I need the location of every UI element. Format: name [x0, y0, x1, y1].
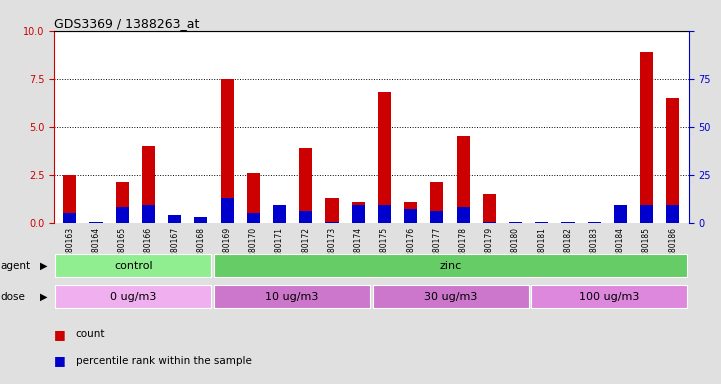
Bar: [640, 205, 653, 223]
Bar: [221, 198, 234, 223]
Text: ▶: ▶: [40, 291, 47, 302]
Bar: [195, 222, 208, 223]
Bar: [509, 222, 522, 223]
Bar: [299, 211, 312, 223]
Text: 100 ug/m3: 100 ug/m3: [579, 291, 640, 302]
Bar: [614, 205, 627, 223]
Bar: [214, 255, 687, 277]
Bar: [666, 205, 679, 223]
Text: zinc: zinc: [440, 261, 461, 271]
Bar: [430, 211, 443, 223]
Bar: [535, 222, 548, 223]
Bar: [404, 209, 417, 223]
Bar: [562, 222, 575, 223]
Bar: [56, 285, 211, 308]
Text: control: control: [114, 261, 153, 271]
Text: ▶: ▶: [40, 261, 47, 271]
Text: 0 ug/m3: 0 ug/m3: [110, 291, 156, 302]
Text: 30 ug/m3: 30 ug/m3: [424, 291, 477, 302]
Text: percentile rank within the sample: percentile rank within the sample: [76, 356, 252, 366]
Bar: [247, 173, 260, 223]
Bar: [221, 79, 234, 223]
Bar: [214, 285, 370, 308]
Bar: [89, 222, 102, 223]
Bar: [483, 222, 496, 223]
Bar: [535, 222, 548, 223]
Text: GDS3369 / 1388263_at: GDS3369 / 1388263_at: [54, 17, 200, 30]
Bar: [89, 222, 102, 223]
Bar: [142, 146, 155, 223]
Bar: [273, 213, 286, 223]
Bar: [325, 222, 339, 223]
Bar: [531, 285, 687, 308]
Bar: [63, 175, 76, 223]
Bar: [588, 222, 601, 223]
Bar: [115, 182, 129, 223]
Text: dose: dose: [1, 291, 26, 302]
Bar: [373, 285, 528, 308]
Text: agent: agent: [1, 261, 31, 271]
Bar: [142, 205, 155, 223]
Bar: [325, 198, 339, 223]
Text: ■: ■: [54, 354, 66, 367]
Text: ■: ■: [54, 328, 66, 341]
Bar: [195, 217, 208, 223]
Bar: [56, 255, 211, 277]
Text: 10 ug/m3: 10 ug/m3: [265, 291, 319, 302]
Bar: [483, 194, 496, 223]
Bar: [352, 202, 365, 223]
Bar: [352, 205, 365, 223]
Bar: [456, 207, 469, 223]
Bar: [378, 205, 391, 223]
Bar: [63, 213, 76, 223]
Text: count: count: [76, 329, 105, 339]
Bar: [378, 92, 391, 223]
Bar: [640, 52, 653, 223]
Bar: [404, 202, 417, 223]
Bar: [666, 98, 679, 223]
Bar: [273, 205, 286, 223]
Bar: [247, 213, 260, 223]
Bar: [562, 222, 575, 223]
Bar: [509, 222, 522, 223]
Bar: [299, 148, 312, 223]
Bar: [456, 136, 469, 223]
Bar: [430, 182, 443, 223]
Bar: [588, 222, 601, 223]
Bar: [168, 215, 181, 223]
Bar: [614, 219, 627, 223]
Bar: [168, 222, 181, 223]
Bar: [115, 207, 129, 223]
